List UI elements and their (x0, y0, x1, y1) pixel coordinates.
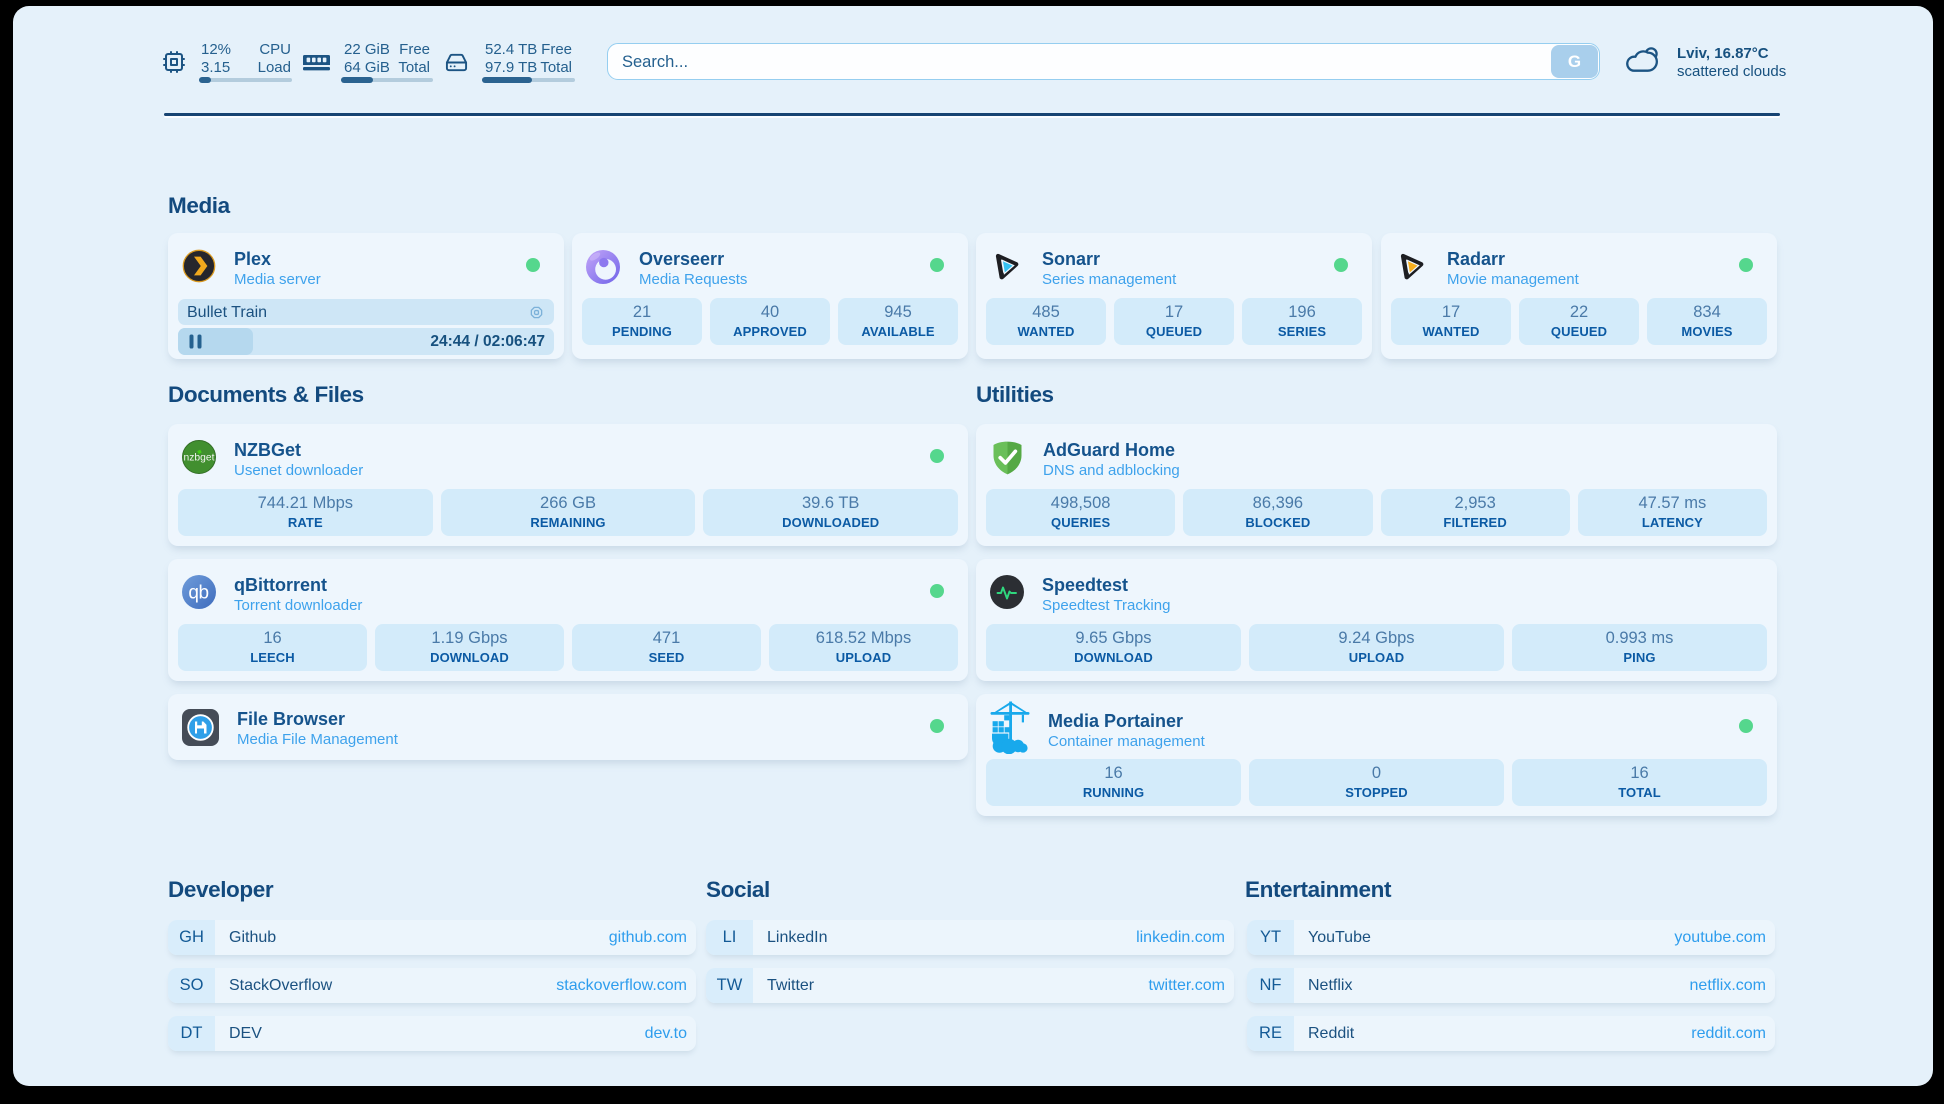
svg-text:qb: qb (188, 583, 208, 604)
svg-text:nzbget: nzbget (184, 453, 215, 464)
